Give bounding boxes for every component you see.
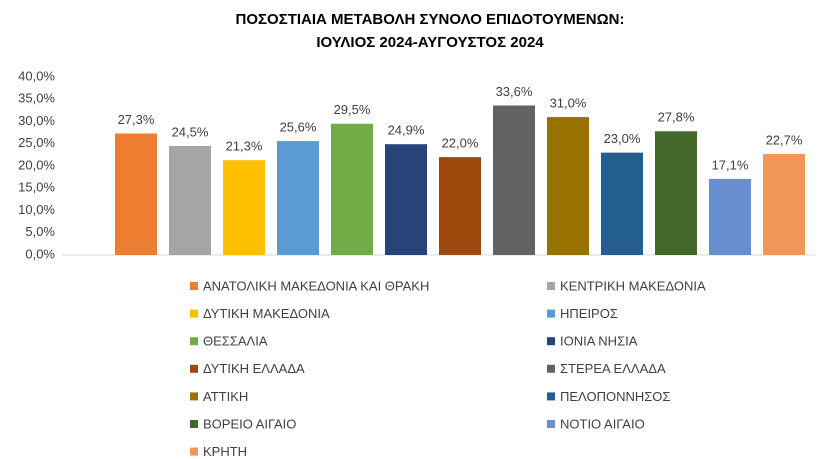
data-label: 25,6% [280, 120, 317, 135]
legend-label: ΒΟΡΕΙΟ ΑΙΓΑΙΟ [203, 416, 296, 431]
bar [169, 145, 211, 255]
y-tick-label: 40,0% [18, 68, 55, 83]
legend-swatch [547, 282, 555, 290]
y-tick-label: 20,0% [18, 157, 55, 172]
legend-swatch [547, 364, 555, 373]
legend-label: ΑΤΤΙΚΗ [203, 389, 248, 404]
legend-swatch [190, 282, 198, 290]
data-label: 24,5% [172, 124, 209, 139]
data-label: 22,7% [766, 132, 803, 147]
y-tick-label: 30,0% [18, 113, 55, 128]
data-label: 17,1% [712, 157, 749, 172]
legend-label: ΑΝΑΤΟΛΙΚΗ ΜΑΚΕΔΟΝΙΑ ΚΑΙ ΘΡΑΚΗ [203, 278, 429, 293]
legend-label: ΔΥΤΙΚΗ ΜΑΚΕΔΟΝΙΑ [203, 306, 330, 321]
legend-label: ΗΠΕΙΡΟΣ [560, 306, 618, 321]
data-label: 21,3% [226, 139, 263, 154]
legend-swatch [190, 309, 198, 318]
y-tick-label: 5,0% [25, 224, 55, 239]
bar [547, 117, 589, 255]
y-tick-label: 35,0% [18, 91, 55, 106]
chart-subtitle: ΙΟΥΛΙΟΣ 2024-ΑΥΓΟΥΣΤΟΣ 2024 [316, 34, 544, 51]
legend-label: ΝΟΤΙΟ ΑΙΓΑΙΟ [560, 416, 645, 431]
legend-label: ΔΥΤΙΚΗ ΕΛΛΑΔΑ [203, 361, 305, 376]
legend-swatch [547, 337, 555, 346]
bar [439, 157, 481, 255]
legend-label: ΙΟΝΙΑ ΝΗΣΙΑ [560, 334, 638, 349]
legend-swatch [547, 309, 555, 318]
chart-title: ΠΟΣΟΣΤΙΑΙΑ ΜΕΤΑΒΟΛΗ ΣΥΝΟΛΟ ΕΠΙΔΟΤΟΥΜΕΝΩΝ… [236, 11, 625, 28]
bar [709, 178, 751, 255]
legend-swatch [190, 364, 198, 373]
bar [277, 141, 319, 255]
legend-swatch [190, 420, 198, 428]
bar [223, 160, 265, 255]
legend-swatch [547, 420, 555, 428]
data-label: 31,0% [550, 95, 587, 110]
legend-swatch [190, 392, 198, 401]
legend-label: ΣΤΕΡΕΑ ΕΛΛΑΔΑ [560, 361, 666, 376]
bar [385, 144, 427, 255]
data-label: 22,0% [442, 136, 479, 151]
data-label: 23,0% [604, 131, 641, 146]
legend-swatch [547, 392, 555, 401]
y-tick-label: 25,0% [18, 135, 55, 150]
bar [763, 153, 805, 255]
legend-label: ΘΕΣΣΑΛΙΑ [203, 334, 268, 349]
bar [331, 123, 373, 255]
data-label: 29,5% [334, 102, 371, 117]
legend-swatch [190, 447, 198, 456]
legend-label: ΚΡΗΤΗ [203, 444, 247, 459]
bar [601, 152, 643, 255]
data-label: 27,8% [658, 110, 695, 125]
legend-label: ΠΕΛΟΠΟΝΝΗΣΟΣ [560, 389, 670, 404]
data-label: 33,6% [496, 84, 533, 99]
y-tick-label: 15,0% [18, 180, 55, 195]
legend-swatch [190, 337, 198, 346]
bar [493, 105, 535, 255]
y-tick-label: 10,0% [18, 202, 55, 217]
data-label: 24,9% [388, 123, 425, 138]
y-tick-label: 0,0% [25, 246, 55, 261]
legend-label: ΚΕΝΤΡΙΚΗ ΜΑΚΕΔΟΝΙΑ [560, 278, 706, 293]
data-label: 27,3% [118, 112, 155, 127]
bar [115, 133, 157, 255]
bar [655, 131, 697, 255]
